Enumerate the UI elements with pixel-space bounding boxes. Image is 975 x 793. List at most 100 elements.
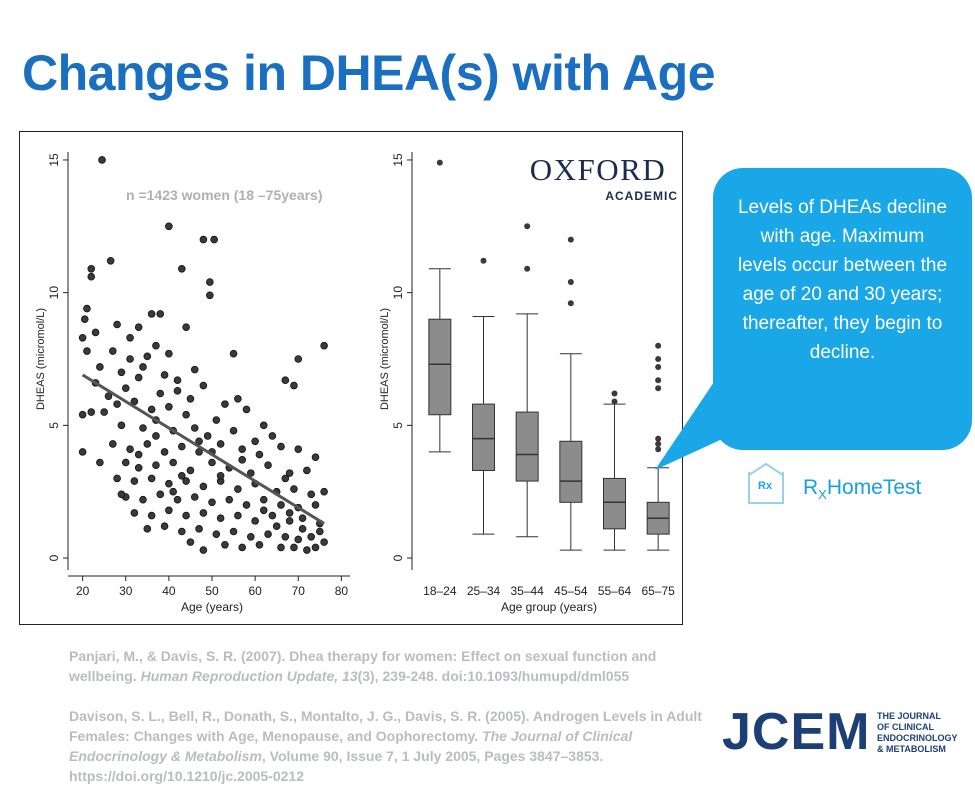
- scatter-point: [199, 482, 208, 491]
- scatter-point: [143, 440, 152, 448]
- scatter-point: [229, 349, 238, 358]
- box-x-tick-label: 65–75: [641, 584, 675, 598]
- ref1-text-a: Panjari, M., & Davis, S. R. (2007). Dhea…: [69, 648, 657, 684]
- scatter-point: [96, 458, 104, 467]
- scatter-point: [307, 533, 315, 541]
- scatter-point: [316, 527, 324, 536]
- house-icon: [748, 472, 784, 504]
- box-outlier: [655, 385, 662, 392]
- box-x-tick-label: 45–54: [554, 584, 588, 598]
- scatter-point: [96, 363, 104, 371]
- scatter-point: [294, 535, 303, 544]
- brand-subscript: X: [818, 487, 827, 503]
- scatter-point: [130, 509, 139, 517]
- scatter-point: [281, 533, 290, 541]
- scatter-x-tick-label: 80: [335, 584, 349, 598]
- jcem-logo: JCEM: [722, 703, 871, 761]
- scatter-point: [109, 347, 117, 355]
- scatter-point: [169, 487, 177, 496]
- scatter-point: [165, 402, 173, 411]
- scatter-x-axis-label: Age (years): [181, 600, 243, 614]
- scatter-point: [100, 408, 108, 416]
- scatter-point: [78, 333, 87, 342]
- scatter-point: [216, 514, 225, 523]
- scatter-point: [255, 450, 264, 459]
- scatter-point: [199, 235, 208, 244]
- scatter-point: [190, 365, 199, 374]
- scatter-point: [152, 341, 160, 350]
- scatter-point: [160, 448, 169, 456]
- scatter-y-tick-label: 0: [47, 554, 61, 561]
- scatter-point: [199, 509, 208, 517]
- brand-prefix: R: [803, 476, 819, 499]
- scatter-point: [264, 530, 272, 538]
- scatter-point: [199, 381, 208, 390]
- box-y-tick-label: 5: [391, 422, 405, 429]
- scatter-point: [165, 506, 173, 515]
- scatter-point: [178, 442, 186, 451]
- scatter-trend-line: [81, 373, 325, 525]
- scatter-x-tick-label: 50: [205, 584, 219, 598]
- scatter-point: [117, 368, 126, 377]
- scatter-point: [225, 495, 234, 504]
- box-outlier: [567, 236, 574, 243]
- box-outlier: [655, 446, 662, 453]
- scatter-point: [91, 328, 100, 337]
- oxford-logo-line1: OXFORD: [530, 152, 666, 187]
- jcem-line1: THE JOURNAL: [877, 711, 942, 721]
- scatter-point: [277, 543, 285, 552]
- scatter-point: [147, 474, 156, 483]
- rx-icon-label: Rx: [758, 480, 773, 492]
- scatter-point: [303, 546, 311, 554]
- scatter-x-tick-label: 30: [119, 584, 133, 598]
- scatter-point: [238, 543, 246, 552]
- scatter-point: [190, 493, 199, 501]
- scatter-point: [251, 517, 259, 525]
- scatter-y-tick-label: 10: [47, 286, 61, 300]
- scatter-point: [156, 389, 165, 398]
- scatter-point: [294, 355, 303, 363]
- scatter-point: [259, 421, 268, 430]
- house-roof-icon: [748, 462, 784, 476]
- scatter-point: [208, 458, 216, 467]
- scatter-point: [98, 156, 106, 164]
- scatter-point: [134, 323, 143, 331]
- scatter-point: [290, 381, 298, 390]
- ref2-text-a: Davison, S. L., Bell, R., Donath, S., Mo…: [69, 708, 702, 744]
- scatter-point: [78, 410, 87, 419]
- scatter-point: [320, 487, 328, 496]
- scatter-point: [259, 495, 268, 504]
- scatter-y-tick-label: 5: [47, 422, 61, 429]
- scatter-point: [83, 347, 91, 355]
- scatter-point: [147, 310, 156, 318]
- box-y-axis-label: DHEAS (micromol/L): [379, 308, 391, 410]
- scatter-point: [190, 424, 199, 432]
- scatter-point: [104, 392, 113, 400]
- scatter-point: [195, 448, 203, 456]
- scatter-point: [206, 278, 214, 286]
- scatter-point: [156, 490, 165, 499]
- scatter-point: [285, 517, 294, 525]
- scatter-point: [113, 474, 121, 483]
- scatter-point: [160, 371, 169, 379]
- ref2-text-b: , Volume 90, Issue 7, 1 July 2005, Pages…: [69, 748, 604, 784]
- scatter-point: [251, 437, 259, 446]
- scatter-point: [147, 511, 156, 520]
- scatter-point: [160, 522, 169, 530]
- scatter-point: [206, 291, 214, 300]
- scatter-point: [264, 461, 272, 469]
- scatter-point: [255, 540, 264, 549]
- scatter-point: [139, 363, 147, 371]
- scatter-point: [210, 235, 218, 244]
- scatter-point: [87, 408, 96, 416]
- scatter-point: [130, 477, 139, 485]
- scatter-point: [298, 514, 307, 523]
- jcem-line4: & METABOLISM: [877, 744, 946, 754]
- scatter-point: [126, 355, 134, 363]
- box-outlier: [611, 398, 618, 405]
- scatter-point: [186, 466, 195, 475]
- scatter-point: [242, 405, 251, 414]
- scatter-point: [234, 511, 242, 520]
- box-iqr: [559, 440, 583, 503]
